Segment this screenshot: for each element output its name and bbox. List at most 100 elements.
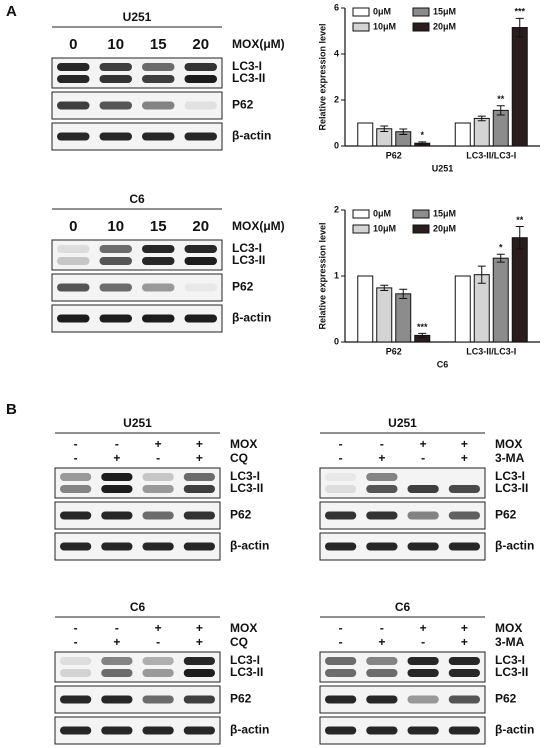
y-tick-label: 4 [334, 48, 339, 58]
band [184, 101, 217, 110]
legend-label: 0μM [373, 6, 391, 16]
row-label: LC3-I [230, 653, 260, 667]
blot-title: U251 [388, 416, 417, 430]
band [57, 75, 90, 83]
treatment-sign: + [378, 451, 385, 465]
band [60, 485, 92, 493]
error-bar [399, 288, 408, 299]
band [101, 657, 133, 665]
band [101, 726, 133, 735]
row-label: LC3-I [495, 653, 525, 667]
band [101, 511, 133, 520]
bar [376, 287, 393, 343]
band [366, 542, 398, 551]
band [57, 132, 90, 141]
treatment-sign: + [155, 621, 162, 635]
band [142, 542, 174, 551]
blot-frame [319, 651, 486, 683]
band [99, 257, 132, 265]
treatment-sign: + [196, 621, 203, 635]
band [57, 283, 90, 292]
band [325, 669, 357, 677]
band [407, 669, 439, 677]
treatment-sign: + [113, 635, 120, 649]
band [325, 542, 357, 551]
y-tick-label: 1 [334, 270, 339, 280]
band [142, 245, 175, 253]
error-bar [477, 115, 486, 122]
row-label: β-actin [232, 311, 271, 325]
error-bar [380, 284, 389, 292]
blot-title: C6 [395, 600, 411, 614]
blot-frame [51, 239, 223, 271]
treatment-sign: + [155, 437, 162, 451]
band [57, 63, 90, 71]
bar [454, 122, 471, 147]
legend-label: 20μM [433, 21, 456, 31]
band [142, 314, 175, 323]
band [184, 75, 217, 83]
bar [357, 275, 374, 343]
row-label: LC3-I [495, 469, 525, 483]
band [183, 695, 215, 704]
bar [492, 109, 509, 147]
treatment-name: 3-MA [495, 635, 525, 649]
y-tick-label: 0 [334, 336, 339, 346]
y-tick-label: 0 [334, 140, 339, 150]
treatment-sign: - [339, 451, 343, 465]
treatment-sign: - [74, 635, 78, 649]
row-label: LC3-II [495, 665, 528, 679]
treatment-sign: + [420, 621, 427, 635]
band [142, 75, 175, 83]
blot-frame [319, 467, 486, 499]
error-bar [515, 17, 524, 38]
legend-swatch [412, 7, 430, 17]
band [325, 473, 357, 481]
band [101, 669, 133, 677]
y-axis-label: Relative expression level [317, 222, 327, 329]
band [448, 485, 480, 493]
x-axis-label: C6 [437, 359, 449, 369]
treatment-sign: + [196, 451, 203, 465]
band [183, 542, 215, 551]
band [366, 657, 398, 665]
band [60, 695, 92, 704]
treatment-sign: - [339, 621, 343, 635]
treatment-sign: + [378, 635, 385, 649]
row-label: LC3-I [230, 469, 260, 483]
band [366, 695, 398, 704]
dose-label: 15 [150, 218, 167, 235]
band [366, 473, 398, 481]
band [142, 511, 174, 520]
treatment-sign: + [461, 451, 468, 465]
treatment-sign: - [339, 635, 343, 649]
bar [473, 274, 490, 343]
band [448, 542, 480, 551]
dose-label: 15 [150, 36, 167, 53]
treatment-sign: + [196, 437, 203, 451]
bar [454, 275, 471, 343]
error-bar [418, 141, 427, 146]
band [183, 657, 215, 665]
error-bar [380, 125, 389, 133]
legend-label: 10μM [373, 223, 396, 233]
treatment-sign: + [420, 437, 427, 451]
row-label: β-actin [230, 723, 269, 737]
band [57, 314, 90, 323]
y-tick-label: 2 [334, 204, 339, 214]
row-label: P62 [230, 692, 252, 706]
band [407, 542, 439, 551]
row-label: LC3-II [232, 253, 265, 267]
band [183, 726, 215, 735]
band [325, 657, 357, 665]
treatment-sign: - [421, 451, 425, 465]
band [407, 485, 439, 493]
treatment-name: MOX [230, 621, 257, 635]
treatment-sign: - [156, 635, 160, 649]
treatment-sign: - [380, 621, 384, 635]
band [183, 485, 215, 493]
band [183, 669, 215, 677]
dose-label: 0 [69, 36, 77, 53]
band [407, 511, 439, 520]
row-label: P62 [232, 280, 254, 294]
